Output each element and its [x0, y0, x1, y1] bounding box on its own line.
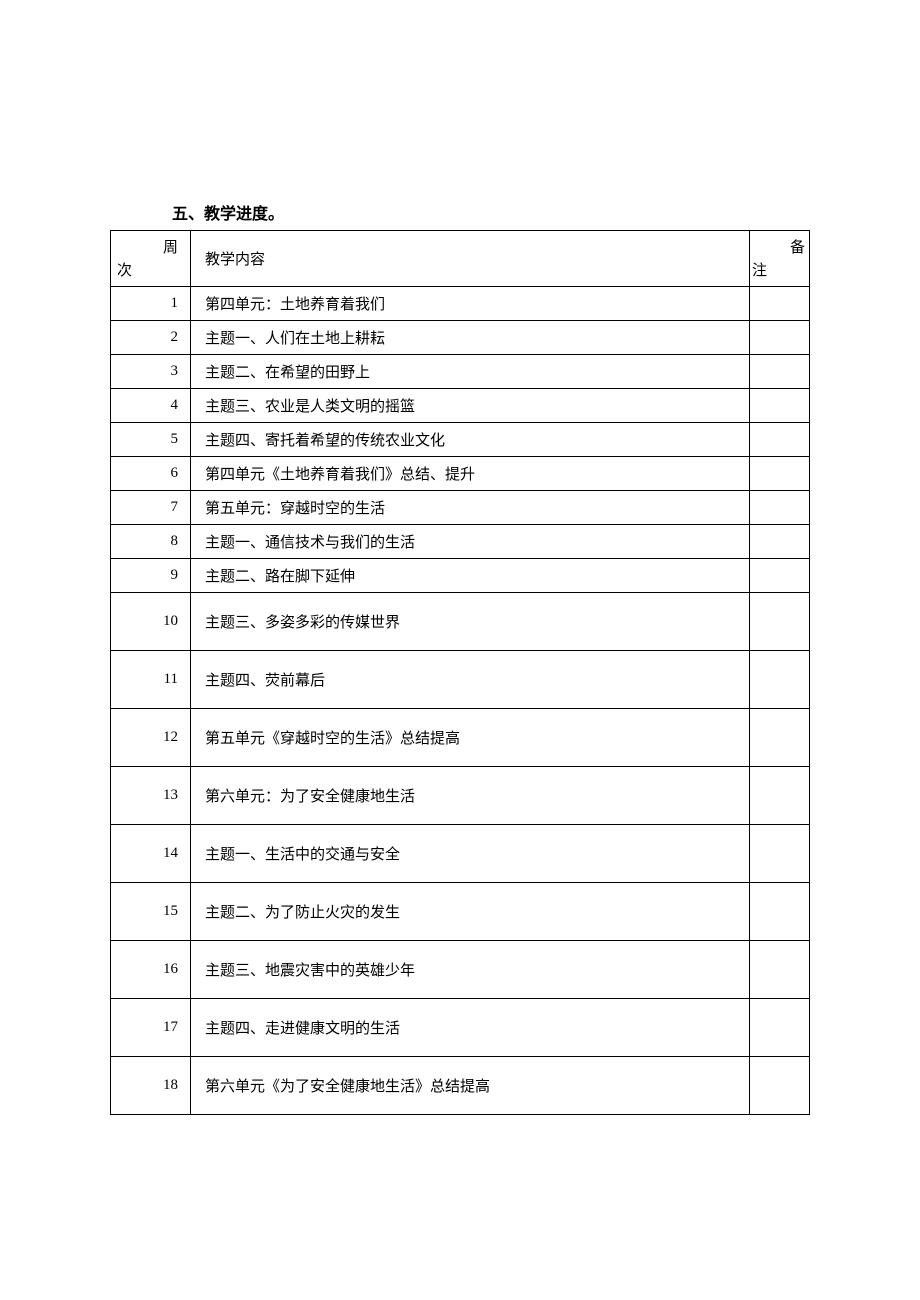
table-row: 15主题二、为了防止火灾的发生	[111, 883, 810, 941]
schedule-table: 周 次 教学内容 备 注 1第四单元：土地养育着我们2主题一、人们在土地上耕耘3…	[110, 230, 810, 1115]
content-cell: 第四单元：土地养育着我们	[191, 287, 750, 321]
remark-cell	[750, 709, 810, 767]
table-row: 4主题三、农业是人类文明的摇篮	[111, 389, 810, 423]
content-cell: 主题四、荧前幕后	[191, 651, 750, 709]
remark-cell	[750, 825, 810, 883]
remark-cell	[750, 651, 810, 709]
table-row: 6第四单元《土地养育着我们》总结、提升	[111, 457, 810, 491]
remark-cell	[750, 559, 810, 593]
col-header-remark: 备 注	[750, 231, 810, 287]
week-number-cell: 15	[111, 883, 191, 941]
content-cell: 主题三、农业是人类文明的摇篮	[191, 389, 750, 423]
table-row: 9主题二、路在脚下延伸	[111, 559, 810, 593]
remark-cell	[750, 525, 810, 559]
week-number-cell: 6	[111, 457, 191, 491]
col-header-week: 周 次	[111, 231, 191, 287]
content-cell: 主题四、走进健康文明的生活	[191, 999, 750, 1057]
week-number-cell: 16	[111, 941, 191, 999]
table-row: 8主题一、通信技术与我们的生活	[111, 525, 810, 559]
week-number-cell: 13	[111, 767, 191, 825]
week-number-cell: 1	[111, 287, 191, 321]
remark-cell	[750, 321, 810, 355]
week-number-cell: 3	[111, 355, 191, 389]
week-number-cell: 2	[111, 321, 191, 355]
week-number-cell: 5	[111, 423, 191, 457]
table-row: 18第六单元《为了安全健康地生活》总结提高	[111, 1057, 810, 1115]
content-cell: 第五单元《穿越时空的生活》总结提高	[191, 709, 750, 767]
table-row: 11主题四、荧前幕后	[111, 651, 810, 709]
week-number-cell: 7	[111, 491, 191, 525]
remark-cell	[750, 941, 810, 999]
remark-cell	[750, 491, 810, 525]
week-number-cell: 8	[111, 525, 191, 559]
table-row: 1第四单元：土地养育着我们	[111, 287, 810, 321]
table-row: 17主题四、走进健康文明的生活	[111, 999, 810, 1057]
col-header-content: 教学内容	[191, 231, 750, 287]
col-header-week-top: 周	[115, 237, 186, 260]
remark-cell	[750, 457, 810, 491]
col-header-remark-top: 备	[750, 237, 809, 260]
content-cell: 主题二、为了防止火灾的发生	[191, 883, 750, 941]
week-number-cell: 14	[111, 825, 191, 883]
table-row: 14主题一、生活中的交通与安全	[111, 825, 810, 883]
week-number-cell: 18	[111, 1057, 191, 1115]
content-cell: 主题三、地震灾害中的英雄少年	[191, 941, 750, 999]
table-header-row: 周 次 教学内容 备 注	[111, 231, 810, 287]
col-header-week-bottom: 次	[115, 260, 186, 283]
week-number-cell: 17	[111, 999, 191, 1057]
remark-cell	[750, 999, 810, 1057]
table-row: 13第六单元：为了安全健康地生活	[111, 767, 810, 825]
week-number-cell: 11	[111, 651, 191, 709]
remark-cell	[750, 593, 810, 651]
remark-cell	[750, 767, 810, 825]
week-number-cell: 4	[111, 389, 191, 423]
content-cell: 主题三、多姿多彩的传媒世界	[191, 593, 750, 651]
content-cell: 主题二、路在脚下延伸	[191, 559, 750, 593]
content-cell: 主题一、人们在土地上耕耘	[191, 321, 750, 355]
table-body: 1第四单元：土地养育着我们2主题一、人们在土地上耕耘3主题二、在希望的田野上4主…	[111, 287, 810, 1115]
content-cell: 第六单元《为了安全健康地生活》总结提高	[191, 1057, 750, 1115]
table-row: 2主题一、人们在土地上耕耘	[111, 321, 810, 355]
remark-cell	[750, 423, 810, 457]
remark-cell	[750, 883, 810, 941]
remark-cell	[750, 355, 810, 389]
content-cell: 第五单元：穿越时空的生活	[191, 491, 750, 525]
table-row: 16主题三、地震灾害中的英雄少年	[111, 941, 810, 999]
table-row: 10主题三、多姿多彩的传媒世界	[111, 593, 810, 651]
table-row: 7第五单元：穿越时空的生活	[111, 491, 810, 525]
content-cell: 主题一、生活中的交通与安全	[191, 825, 750, 883]
content-cell: 第六单元：为了安全健康地生活	[191, 767, 750, 825]
section-heading: 五、教学进度。	[172, 200, 810, 224]
week-number-cell: 12	[111, 709, 191, 767]
week-number-cell: 9	[111, 559, 191, 593]
content-cell: 第四单元《土地养育着我们》总结、提升	[191, 457, 750, 491]
table-row: 12第五单元《穿越时空的生活》总结提高	[111, 709, 810, 767]
week-number-cell: 10	[111, 593, 191, 651]
col-header-remark-bottom: 注	[750, 260, 809, 283]
content-cell: 主题四、寄托着希望的传统农业文化	[191, 423, 750, 457]
remark-cell	[750, 1057, 810, 1115]
table-row: 3主题二、在希望的田野上	[111, 355, 810, 389]
content-cell: 主题一、通信技术与我们的生活	[191, 525, 750, 559]
content-cell: 主题二、在希望的田野上	[191, 355, 750, 389]
table-row: 5主题四、寄托着希望的传统农业文化	[111, 423, 810, 457]
remark-cell	[750, 389, 810, 423]
remark-cell	[750, 287, 810, 321]
